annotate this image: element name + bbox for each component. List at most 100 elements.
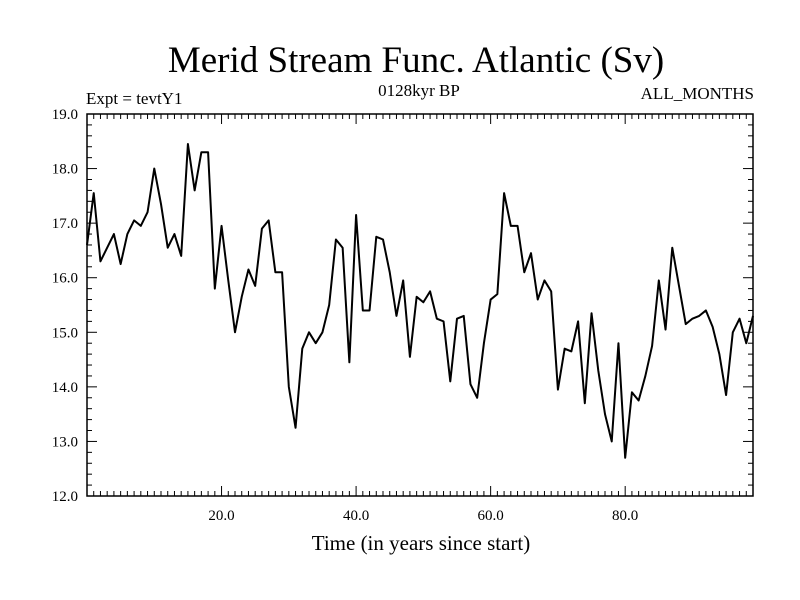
- data-point: [409, 356, 411, 358]
- data-point: [577, 320, 579, 322]
- data-point: [510, 225, 512, 227]
- data-point: [732, 331, 734, 333]
- data-point: [274, 271, 276, 273]
- data-point: [476, 397, 478, 399]
- y-tick-label: 18.0: [52, 162, 78, 178]
- data-point: [658, 279, 660, 281]
- data-point: [685, 323, 687, 325]
- data-point: [147, 211, 149, 213]
- chart-title: Merid Stream Func. Atlantic (Sv): [168, 40, 664, 81]
- data-point: [348, 361, 350, 363]
- data-point: [671, 247, 673, 249]
- data-point: [443, 320, 445, 322]
- data-point: [288, 386, 290, 388]
- data-point: [362, 309, 364, 311]
- y-tick-label: 16.0: [52, 271, 78, 287]
- x-tick-label: 20.0: [208, 508, 234, 524]
- data-point: [584, 402, 586, 404]
- data-point: [631, 391, 633, 393]
- data-point: [469, 383, 471, 385]
- data-point: [523, 271, 525, 273]
- data-point: [725, 394, 727, 396]
- y-axis-tick-labels: 12.0 13.0 14.0 15.0 16.0 17.0 18.0 19.0: [52, 107, 78, 505]
- data-point: [611, 440, 613, 442]
- data-point: [126, 233, 128, 235]
- subtitle-period: 0128kyr BP: [378, 81, 460, 100]
- data-point: [564, 348, 566, 350]
- data-point: [221, 225, 223, 227]
- data-point: [375, 236, 377, 238]
- data-point: [597, 369, 599, 371]
- data-point: [268, 219, 270, 221]
- data-point: [308, 331, 310, 333]
- data-point: [483, 342, 485, 344]
- data-point: [691, 318, 693, 320]
- data-point: [416, 296, 418, 298]
- x-tick-label: 80.0: [612, 508, 638, 524]
- data-point: [369, 309, 371, 311]
- data-point: [395, 315, 397, 317]
- data-point: [247, 269, 249, 271]
- data-point: [120, 263, 122, 265]
- data-point: [503, 192, 505, 194]
- data-point: [180, 255, 182, 257]
- data-point: [106, 247, 108, 249]
- x-axis-label: Time (in years since start): [312, 531, 531, 555]
- data-point: [463, 315, 465, 317]
- data-point: [355, 214, 357, 216]
- data-point: [678, 285, 680, 287]
- data-point: [644, 375, 646, 377]
- data-point: [133, 219, 135, 221]
- subtitle-experiment: Expt = tevtY1: [86, 89, 182, 108]
- data-point: [234, 331, 236, 333]
- data-point: [651, 345, 653, 347]
- data-point: [315, 342, 317, 344]
- data-point: [530, 252, 532, 254]
- data-point: [604, 413, 606, 415]
- y-tick-label: 17.0: [52, 216, 78, 232]
- data-point: [665, 329, 667, 331]
- data-point: [295, 427, 297, 429]
- data-points: [86, 143, 754, 459]
- data-point: [436, 318, 438, 320]
- data-point: [422, 301, 424, 303]
- data-point: [254, 285, 256, 287]
- data-point: [160, 203, 162, 205]
- data-point: [301, 348, 303, 350]
- data-point: [200, 151, 202, 153]
- y-tick-label: 14.0: [52, 380, 78, 396]
- data-point: [698, 315, 700, 317]
- data-point: [745, 342, 747, 344]
- y-tick-label: 12.0: [52, 489, 78, 505]
- data-point: [167, 247, 169, 249]
- data-point: [543, 279, 545, 281]
- data-point: [712, 326, 714, 328]
- data-point: [214, 288, 216, 290]
- data-point: [490, 299, 492, 301]
- data-point: [402, 279, 404, 281]
- y-tick-label: 13.0: [52, 434, 78, 450]
- data-point: [389, 271, 391, 273]
- x-tick-label: 60.0: [478, 508, 504, 524]
- data-point: [93, 192, 95, 194]
- data-point: [537, 299, 539, 301]
- data-point: [194, 189, 196, 191]
- data-point: [739, 318, 741, 320]
- data-point: [557, 389, 559, 391]
- data-point: [382, 239, 384, 241]
- data-point: [261, 228, 263, 230]
- data-point: [638, 400, 640, 402]
- data-point: [429, 290, 431, 292]
- subtitle-months: ALL_MONTHS: [641, 84, 754, 103]
- x-axis-tick-labels: 20.0 40.0 60.0 80.0: [208, 508, 638, 524]
- data-point: [328, 304, 330, 306]
- data-point: [241, 296, 243, 298]
- y-tick-label: 15.0: [52, 325, 78, 341]
- data-point: [705, 309, 707, 311]
- series-line: [86, 143, 754, 459]
- plot-frame: [86, 113, 754, 497]
- data-point: [591, 312, 593, 314]
- data-point: [99, 260, 101, 262]
- data-point: [550, 290, 552, 292]
